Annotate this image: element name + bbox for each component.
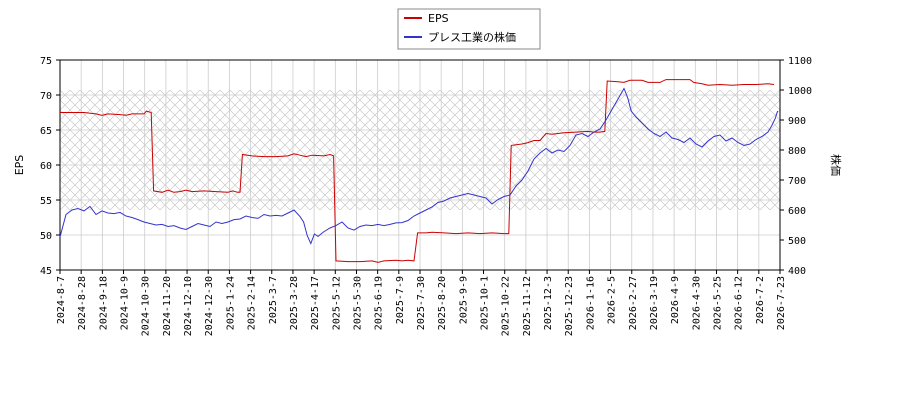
x-tick-label: 2026-5-25 (712, 276, 723, 330)
x-tick-label: 2025-5-12 (331, 276, 342, 330)
x-tick-label: 2025-5-30 (352, 276, 363, 330)
x-tick-label: 2025-6-19 (374, 276, 385, 330)
legend-box (397, 8, 541, 50)
x-tick-label: 2025-1-24 (225, 276, 236, 330)
y-right-tick-label: 1000 (788, 86, 812, 97)
x-tick-label: 2025-12-3 (543, 276, 554, 330)
x-tick-label: 2026-4-30 (691, 276, 702, 330)
x-tick-label: 2024-11-20 (162, 276, 173, 336)
x-tick-label: 2025-7-30 (416, 276, 427, 330)
y-right-tick-label: 700 (788, 176, 806, 187)
x-tick-label: 2024-12-30 (204, 276, 215, 336)
x-tick-label: 2026-4-9 (670, 276, 681, 324)
y-left-axis: 45 50 55 60 65 70 75 (40, 56, 60, 277)
x-tick-label: 2024-8-28 (77, 276, 88, 330)
x-tick-label: 2026-2-5 (607, 276, 618, 324)
y-left-tick-label: 55 (40, 196, 52, 207)
y-right-axis-title: 株価 (829, 154, 843, 176)
x-tick-label: 2026-7-23 (776, 276, 787, 330)
x-tick-label: 2024-10-30 (141, 276, 152, 336)
y-left-tick-label: 70 (40, 91, 52, 102)
x-tick-label: 2025-3-7 (268, 276, 279, 324)
x-tick-label: 2025-2-14 (247, 276, 258, 330)
y-left-axis-title: EPS (13, 155, 26, 176)
y-right-tick-label: 900 (788, 116, 806, 127)
x-tick-label: 2025-9-9 (458, 276, 469, 324)
legend-eps-label: EPS (428, 12, 449, 25)
y-left-tick-label: 60 (40, 161, 52, 172)
stock-price-series-line (59, 87, 779, 245)
y-left-tick-label: 50 (40, 231, 52, 242)
y-right-tick-label: 400 (788, 266, 806, 277)
x-tick-label: 2026-3-19 (649, 276, 660, 330)
x-axis: 2024-8-7 2024-8-28 2024-9-18 2024-10-9 2024-… (56, 270, 787, 336)
x-tick-label: 2026-2-27 (628, 276, 639, 330)
x-tick-label: 2025-3-28 (289, 276, 300, 330)
y-right-tick-label: 500 (788, 236, 806, 247)
x-tick-label: 2024-9-18 (98, 276, 109, 330)
x-tick-label: 2026-7-2 (755, 276, 766, 324)
y-left-tick-label: 75 (40, 56, 52, 67)
y-right-tick-label: 800 (788, 146, 806, 157)
x-tick-label: 2025-10-22 (501, 276, 512, 336)
x-tick-label: 2025-12-23 (564, 276, 575, 336)
x-tick-label: 2026-1-16 (585, 276, 596, 330)
x-tick-label: 2024-12-10 (183, 276, 194, 336)
x-tick-label: 2024-8-7 (56, 276, 67, 324)
y-right-tick-label: 600 (788, 206, 806, 217)
x-tick-label: 2025-10-1 (480, 276, 491, 330)
legend: EPS プレス工業の株価 (397, 8, 541, 50)
x-tick-label: 2025-8-20 (437, 276, 448, 330)
x-tick-label: 2025-4-17 (310, 276, 321, 330)
legend-price-label: プレス工業の株価 (428, 30, 516, 44)
eps-series-line (60, 79, 775, 263)
x-tick-label: 2024-10-9 (120, 276, 131, 330)
y-right-axis: 400 500 600 700 800 900 1000 1100 (780, 56, 812, 277)
y-left-tick-label: 45 (40, 266, 52, 277)
x-tick-label: 2025-7-9 (395, 276, 406, 324)
series-layer (59, 79, 779, 263)
y-left-tick-label: 65 (40, 126, 52, 137)
x-tick-label: 2025-11-12 (522, 276, 533, 336)
y-right-tick-label: 1100 (788, 56, 812, 67)
x-tick-label: 2026-6-12 (734, 276, 745, 330)
